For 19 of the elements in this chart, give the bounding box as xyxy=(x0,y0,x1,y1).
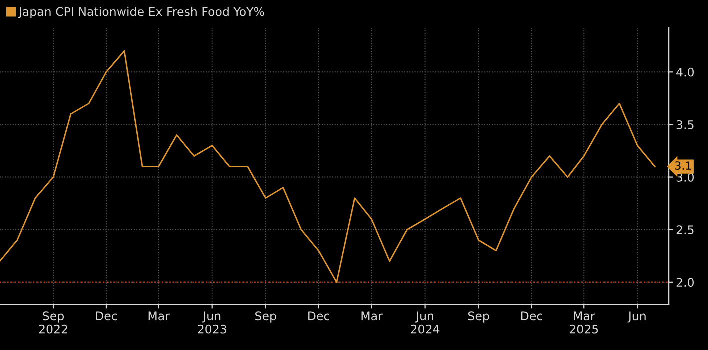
x-tick-label: Jun 2023 xyxy=(198,312,226,334)
x-tick-label: Sep xyxy=(468,312,490,323)
y-tick-label: 2.5 xyxy=(676,226,694,235)
x-tick-label: Jun xyxy=(628,312,646,323)
data-label: 3.1 xyxy=(675,162,692,170)
x-tick-label: Sep 2022 xyxy=(39,312,68,334)
x-tick-label: Dec xyxy=(521,312,542,321)
x-tick-label: Mar xyxy=(362,312,383,321)
line-series xyxy=(0,50,656,284)
y-tick-label: 2.0 xyxy=(676,278,694,288)
x-tick-label: Dec xyxy=(308,312,330,321)
x-tick-label: Mar xyxy=(148,312,170,321)
x-tick-label: Jun 2024 xyxy=(411,312,440,334)
y-tick-label: 3.5 xyxy=(676,120,694,130)
y-tick-label: 4.0 xyxy=(676,68,694,77)
x-tick-label: Sep xyxy=(256,312,276,323)
x-tick-label: Dec xyxy=(96,312,118,321)
legend-label: Japan CPI Nationwide Ex Fresh Food YoY% xyxy=(18,7,264,19)
x-tick-label: Mar 2025 xyxy=(570,312,598,334)
